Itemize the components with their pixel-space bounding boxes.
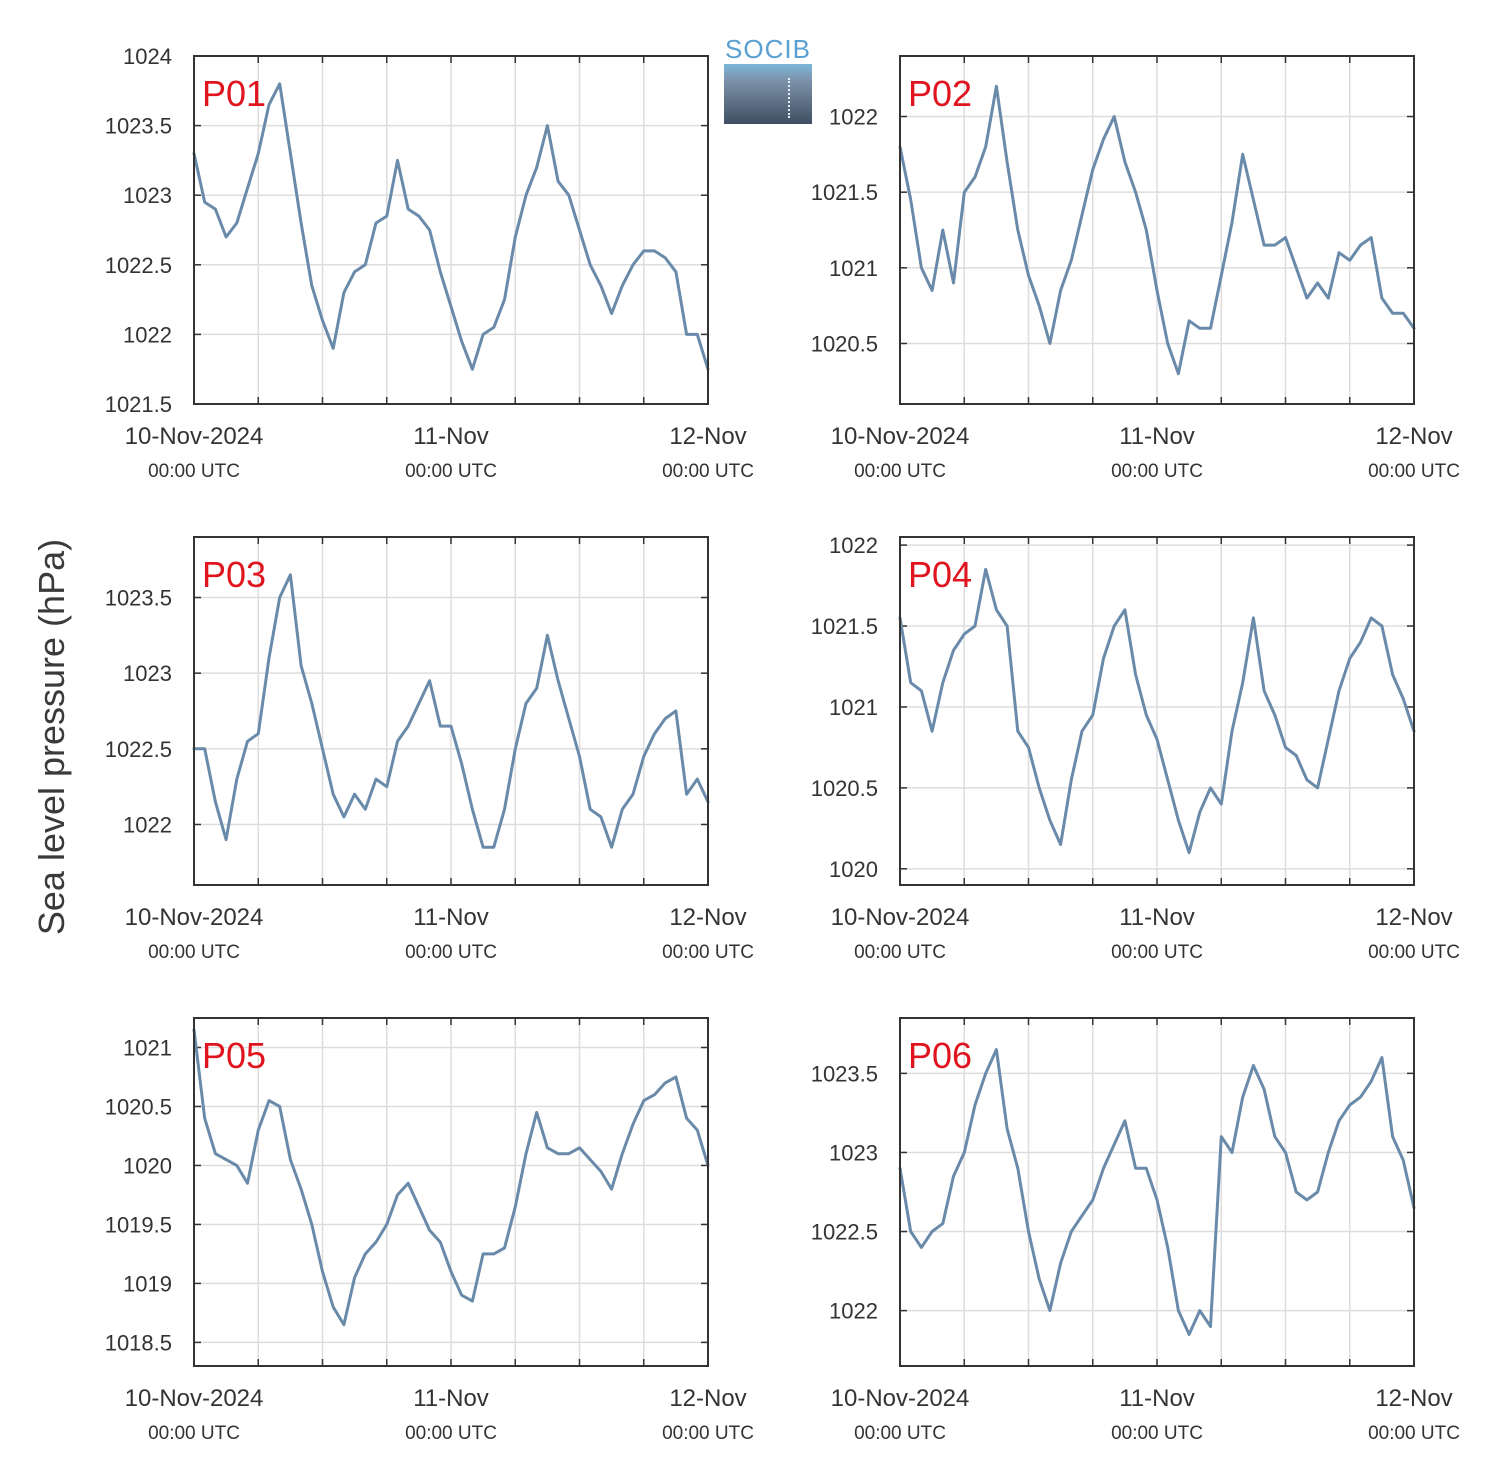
chart-panel-p01: 1021.5 1022 1022.5 1023 1023.5 1024 10-Nov-202…	[105, 44, 754, 482]
series-line	[898, 84, 1416, 376]
y-tick-label: 1022.5	[105, 253, 172, 278]
x-tick-label: 11-Nov	[1119, 1385, 1195, 1412]
y-tick-label: 1022	[829, 1299, 878, 1324]
plot-frame	[193, 536, 709, 886]
series-line	[192, 573, 710, 849]
y-tick-label: 1022	[829, 105, 878, 130]
plot-frame	[899, 1017, 1415, 1367]
logo-graphic	[724, 64, 812, 124]
x-tick-sublabel: 00:00 UTC	[854, 461, 946, 482]
series-line	[192, 82, 710, 371]
panel-label: P05	[202, 1035, 266, 1076]
panel-label: P06	[908, 1035, 972, 1076]
x-tick-label: 10-Nov-2024	[831, 423, 970, 450]
plot-frame	[899, 536, 1415, 886]
y-tick-label: 1024	[123, 44, 172, 69]
x-tick-sublabel: 00:00 UTC	[1368, 461, 1460, 482]
y-tick-label: 1023	[829, 1140, 878, 1165]
x-tick-sublabel: 00:00 UTC	[1368, 1423, 1460, 1444]
y-tick-label: 1023	[123, 183, 172, 208]
plot-frame	[193, 1017, 709, 1367]
y-tick-label: 1021	[123, 1035, 172, 1060]
x-tick-sublabel: 00:00 UTC	[662, 461, 754, 482]
socib-logo: SOCIB	[724, 34, 812, 124]
y-tick-label: 1020.5	[811, 331, 878, 356]
x-tick-label: 12-Nov	[669, 423, 746, 450]
y-tick-label: 1022.5	[811, 1220, 878, 1245]
x-tick-sublabel: 00:00 UTC	[1111, 1423, 1203, 1444]
series-line	[898, 567, 1416, 855]
x-tick-sublabel: 00:00 UTC	[148, 1423, 240, 1444]
y-tick-label: 1020.5	[811, 776, 878, 801]
y-tick-label: 1022	[829, 533, 878, 558]
y-tick-label: 1021.5	[811, 614, 878, 639]
x-tick-label: 11-Nov	[413, 423, 489, 450]
y-tick-label: 1020	[123, 1153, 172, 1178]
series-line	[192, 1028, 710, 1327]
x-tick-sublabel: 00:00 UTC	[405, 942, 497, 963]
y-tick-label: 1022	[123, 322, 172, 347]
panel-label: P04	[908, 554, 972, 595]
panel-label: P02	[908, 73, 972, 114]
y-tick-label: 1022	[123, 812, 172, 837]
x-tick-label: 11-Nov	[413, 904, 489, 931]
chart-panel-p05: 1018.5 1019 1019.5 1020 1020.5 1021 10-Nov-202…	[105, 1017, 754, 1444]
y-tick-label: 1023.5	[105, 114, 172, 139]
x-tick-label: 11-Nov	[413, 1385, 489, 1412]
x-tick-label: 10-Nov-2024	[125, 423, 264, 450]
y-tick-label: 1021	[829, 256, 878, 281]
y-tick-label: 1023	[123, 661, 172, 686]
x-tick-label: 12-Nov	[1375, 1385, 1452, 1412]
plot-frame	[193, 55, 709, 405]
chart-panel-p02: 1020.5 1021 1021.5 1022 10-Nov-2024 00:00 UTC…	[811, 55, 1460, 482]
chart-panel-p04: 1020 1020.5 1021 1021.5 1022 10-Nov-2024 00:00…	[811, 533, 1460, 963]
x-tick-sublabel: 00:00 UTC	[405, 1423, 497, 1444]
logo-text: SOCIB	[725, 34, 811, 64]
y-tick-label: 1021.5	[811, 180, 878, 205]
chart-panel-p06: 1022 1022.5 1023 1023.5 10-Nov-2024 00:00 UTC…	[811, 1017, 1460, 1444]
x-tick-label: 12-Nov	[1375, 423, 1452, 450]
x-tick-sublabel: 00:00 UTC	[1368, 942, 1460, 963]
x-tick-sublabel: 00:00 UTC	[854, 1423, 946, 1444]
x-tick-sublabel: 00:00 UTC	[1111, 942, 1203, 963]
y-tick-label: 1020	[829, 857, 878, 882]
y-tick-label: 1020.5	[105, 1094, 172, 1119]
x-tick-label: 12-Nov	[669, 904, 746, 931]
x-tick-label: 12-Nov	[669, 1385, 746, 1412]
plot-frame	[899, 55, 1415, 405]
y-tick-label: 1023.5	[105, 586, 172, 611]
x-tick-label: 10-Nov-2024	[125, 1385, 264, 1412]
x-tick-label: 12-Nov	[1375, 904, 1452, 931]
y-tick-label: 1022.5	[105, 737, 172, 762]
x-tick-sublabel: 00:00 UTC	[405, 461, 497, 482]
x-tick-label: 10-Nov-2024	[831, 904, 970, 931]
series-line	[898, 1048, 1416, 1336]
y-tick-label: 1021	[829, 695, 878, 720]
y-axis-label: Sea level pressure (hPa)	[31, 538, 72, 936]
panel-label: P01	[202, 73, 266, 114]
x-tick-sublabel: 00:00 UTC	[662, 942, 754, 963]
x-tick-sublabel: 00:00 UTC	[1111, 461, 1203, 482]
x-tick-sublabel: 00:00 UTC	[662, 1423, 754, 1444]
x-tick-label: 11-Nov	[1119, 904, 1195, 931]
y-tick-label: 1019.5	[105, 1212, 172, 1237]
x-tick-sublabel: 00:00 UTC	[148, 942, 240, 963]
y-tick-label: 1021.5	[105, 392, 172, 417]
y-tick-label: 1019	[123, 1271, 172, 1296]
x-tick-label: 10-Nov-2024	[831, 1385, 970, 1412]
x-tick-label: 11-Nov	[1119, 423, 1195, 450]
x-tick-sublabel: 00:00 UTC	[148, 461, 240, 482]
chart-panel-p03: 1022 1022.5 1023 1023.5 10-Nov-2024 00:00 UTC…	[105, 536, 754, 963]
panel-label: P03	[202, 554, 266, 595]
y-tick-label: 1018.5	[105, 1330, 172, 1355]
x-tick-sublabel: 00:00 UTC	[854, 942, 946, 963]
x-tick-label: 10-Nov-2024	[125, 904, 264, 931]
y-tick-label: 1023.5	[811, 1061, 878, 1086]
